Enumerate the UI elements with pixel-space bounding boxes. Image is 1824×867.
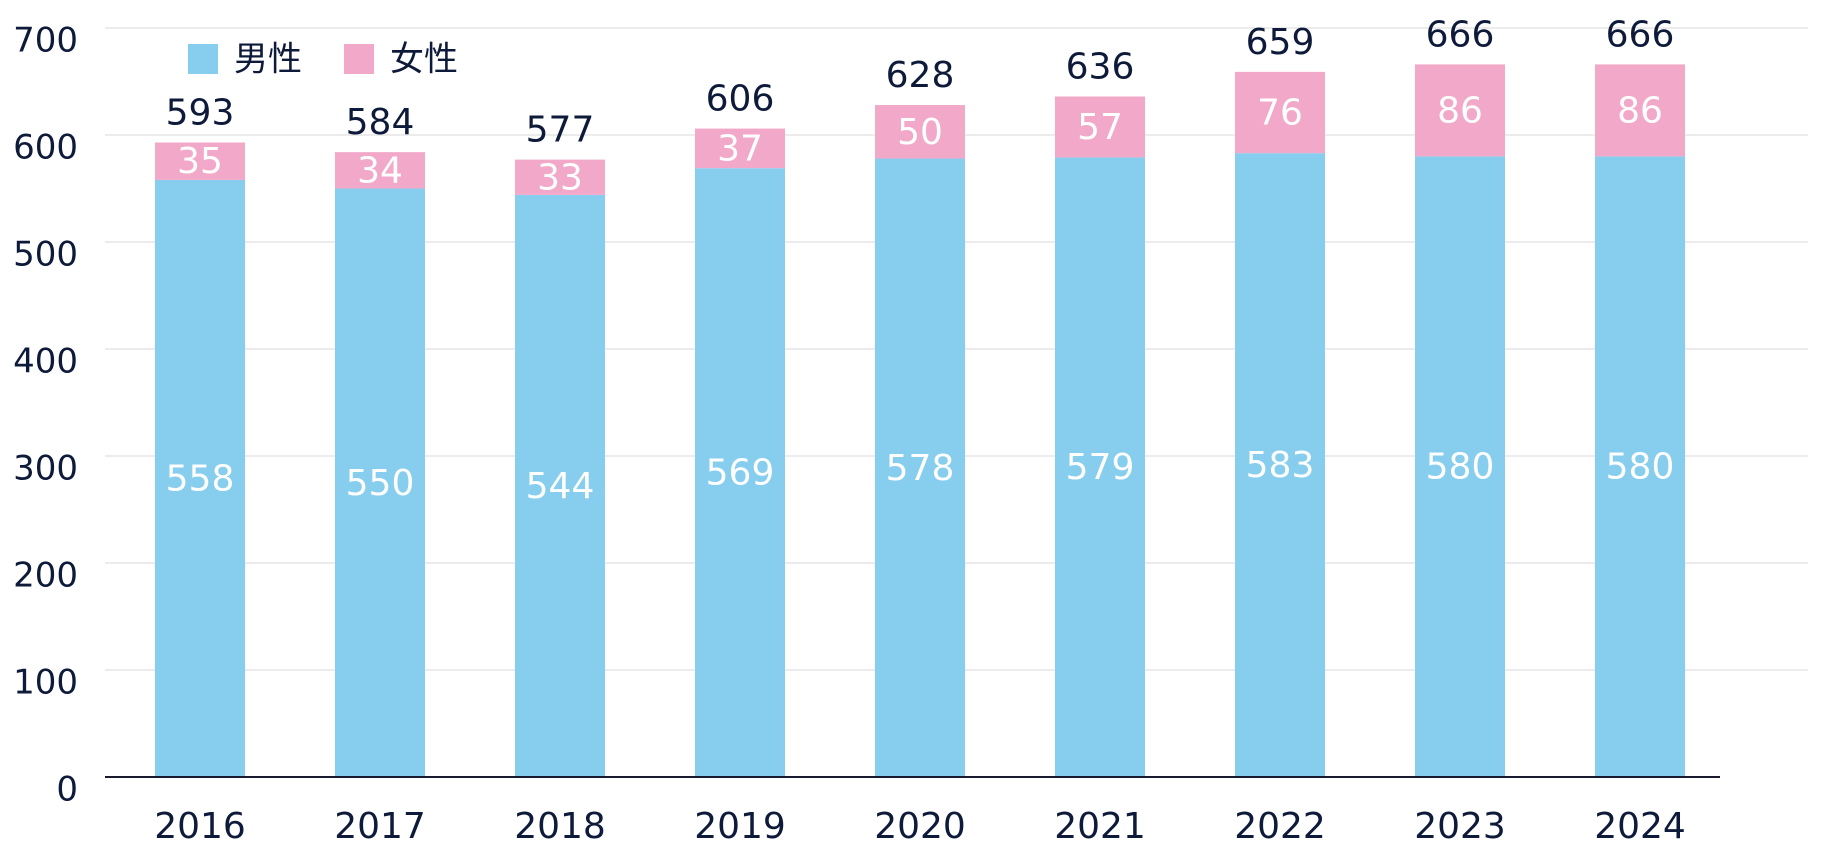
bar-male-2022: [1235, 153, 1325, 777]
y-tick-label-0: 0: [56, 770, 78, 810]
bar-male-2020: [875, 158, 965, 778]
total-label-2016: 593: [166, 92, 235, 133]
y-tick-label-500: 500: [13, 235, 78, 275]
male-value-label-2022: 583: [1246, 445, 1315, 486]
legend-label-0: 男性: [234, 40, 302, 80]
female-value-label-2017: 34: [357, 150, 403, 191]
female-value-label-2023: 86: [1437, 90, 1483, 131]
x-tick-label-2024: 2024: [1594, 806, 1686, 847]
female-value-label-2019: 37: [717, 128, 763, 169]
bar-female-2019: [695, 128, 785, 169]
x-tick-label-2020: 2020: [874, 806, 966, 847]
male-value-label-2016: 558: [166, 458, 235, 499]
x-tick-label-2017: 2017: [334, 806, 426, 847]
bar-female-2016: [155, 142, 245, 180]
male-value-label-2018: 544: [526, 466, 595, 507]
total-label-2019: 606: [706, 79, 775, 120]
total-label-2024: 666: [1606, 14, 1675, 55]
female-value-label-2016: 35: [177, 141, 223, 182]
male-value-label-2019: 569: [706, 453, 775, 494]
female-value-label-2018: 33: [537, 157, 583, 198]
legend-label-1: 女性: [390, 40, 458, 80]
bar-male-2019: [695, 168, 785, 778]
x-tick-label-2021: 2021: [1054, 806, 1146, 847]
female-value-label-2020: 50: [897, 112, 943, 153]
male-value-label-2023: 580: [1426, 447, 1495, 488]
bar-female-2021: [1055, 96, 1145, 158]
total-label-2020: 628: [886, 55, 955, 96]
x-tick-label-2022: 2022: [1234, 806, 1326, 847]
bar-female-2020: [875, 105, 965, 159]
male-value-label-2021: 579: [1066, 447, 1135, 488]
bar-female-2023: [1415, 64, 1505, 157]
bar-female-2018: [515, 159, 605, 195]
x-tick-label-2019: 2019: [694, 806, 786, 847]
y-tick-label-300: 300: [13, 449, 78, 489]
bar-female-2022: [1235, 71, 1325, 154]
male-value-label-2024: 580: [1606, 447, 1675, 488]
x-tick-label-2016: 2016: [154, 806, 246, 847]
female-value-label-2024: 86: [1617, 90, 1663, 131]
female-value-label-2021: 57: [1077, 107, 1123, 148]
bar-male-2016: [155, 179, 245, 777]
y-tick-label-600: 600: [13, 128, 78, 168]
x-tick-label-2018: 2018: [514, 806, 606, 847]
total-label-2023: 666: [1426, 14, 1495, 55]
male-value-label-2020: 578: [886, 448, 955, 489]
total-label-2018: 577: [526, 110, 595, 151]
total-label-2022: 659: [1246, 22, 1315, 63]
bar-male-2021: [1055, 157, 1145, 778]
bar-male-2018: [515, 194, 605, 778]
total-label-2021: 636: [1066, 46, 1135, 87]
bar-female-2017: [335, 152, 425, 189]
y-tick-label-400: 400: [13, 342, 78, 382]
bar-male-2024: [1595, 156, 1685, 777]
female-value-label-2022: 76: [1257, 93, 1303, 134]
x-tick-label-2023: 2023: [1414, 806, 1506, 847]
legend-swatch-0: [188, 44, 218, 74]
bar-female-2024: [1595, 64, 1685, 157]
total-label-2017: 584: [346, 102, 415, 143]
bar-male-2023: [1415, 156, 1505, 777]
male-value-label-2017: 550: [346, 463, 415, 504]
y-tick-label-200: 200: [13, 556, 78, 596]
y-tick-label-700: 700: [13, 21, 78, 61]
bar-male-2017: [335, 188, 425, 777]
y-tick-label-100: 100: [13, 663, 78, 703]
legend-swatch-1: [344, 44, 374, 74]
